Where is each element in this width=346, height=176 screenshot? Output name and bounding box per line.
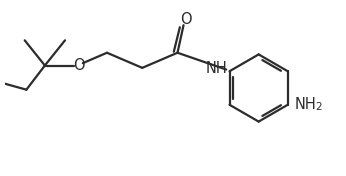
Text: NH: NH xyxy=(206,61,228,76)
Text: 2: 2 xyxy=(316,102,322,112)
Text: O: O xyxy=(73,58,84,73)
Text: NH: NH xyxy=(294,97,316,112)
Text: O: O xyxy=(180,12,191,27)
